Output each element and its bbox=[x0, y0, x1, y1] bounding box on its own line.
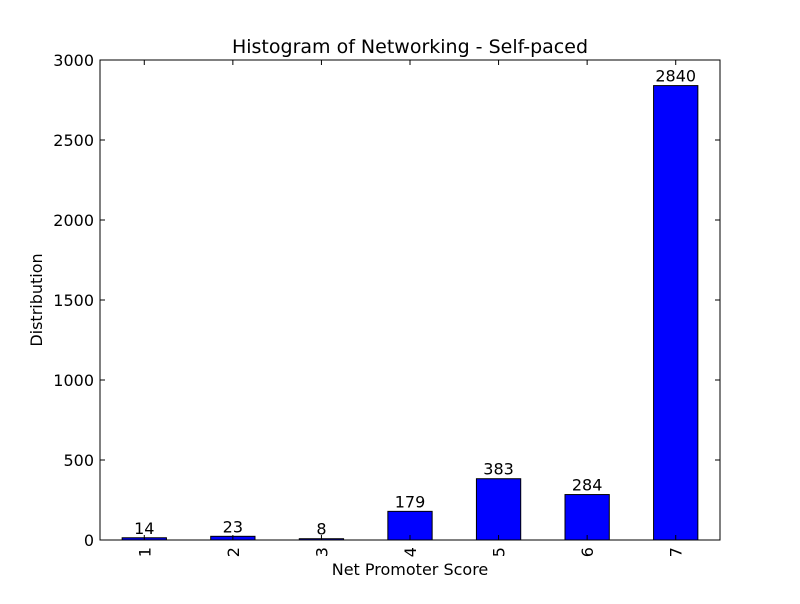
bar bbox=[564, 494, 610, 541]
y-tick-label: 1000 bbox=[53, 371, 94, 390]
y-tick-label: 2500 bbox=[53, 131, 94, 150]
x-tick-label: 2 bbox=[224, 547, 243, 557]
bar-data-label: 383 bbox=[483, 460, 514, 479]
bar-data-label: 8 bbox=[316, 520, 326, 539]
x-tick-label: 7 bbox=[667, 547, 686, 557]
bar bbox=[475, 478, 522, 541]
bar-data-label: 14 bbox=[134, 519, 154, 538]
bar-data-label: 23 bbox=[223, 517, 243, 536]
y-tick-label: 500 bbox=[63, 451, 94, 470]
x-tick-label: 1 bbox=[135, 547, 154, 557]
y-tick-label: 3000 bbox=[53, 51, 94, 70]
plot-frame bbox=[99, 59, 721, 541]
y-tick-label: 2000 bbox=[53, 211, 94, 230]
x-tick-label: 5 bbox=[490, 547, 509, 557]
x-tick-label: 6 bbox=[578, 547, 597, 557]
plot-content: 0 500 1000 1500 2000 2500 3000 1 14 2 23 3 8 4 179 5 383… bbox=[53, 51, 720, 557]
y-tick-label: 1500 bbox=[53, 291, 94, 310]
x-axis-label: Net Promoter Score bbox=[332, 560, 489, 579]
bar-data-label: 179 bbox=[395, 492, 426, 511]
bar-data-label: 2840 bbox=[655, 67, 696, 86]
bar-data-label: 284 bbox=[572, 476, 603, 495]
bar bbox=[653, 85, 699, 541]
y-axis-label: Distribution bbox=[27, 253, 46, 346]
chart-title: Histogram of Networking - Self-paced bbox=[232, 36, 588, 58]
y-tick-label: 0 bbox=[84, 531, 94, 550]
x-tick-label: 4 bbox=[401, 547, 420, 557]
x-tick-label: 3 bbox=[312, 547, 331, 557]
